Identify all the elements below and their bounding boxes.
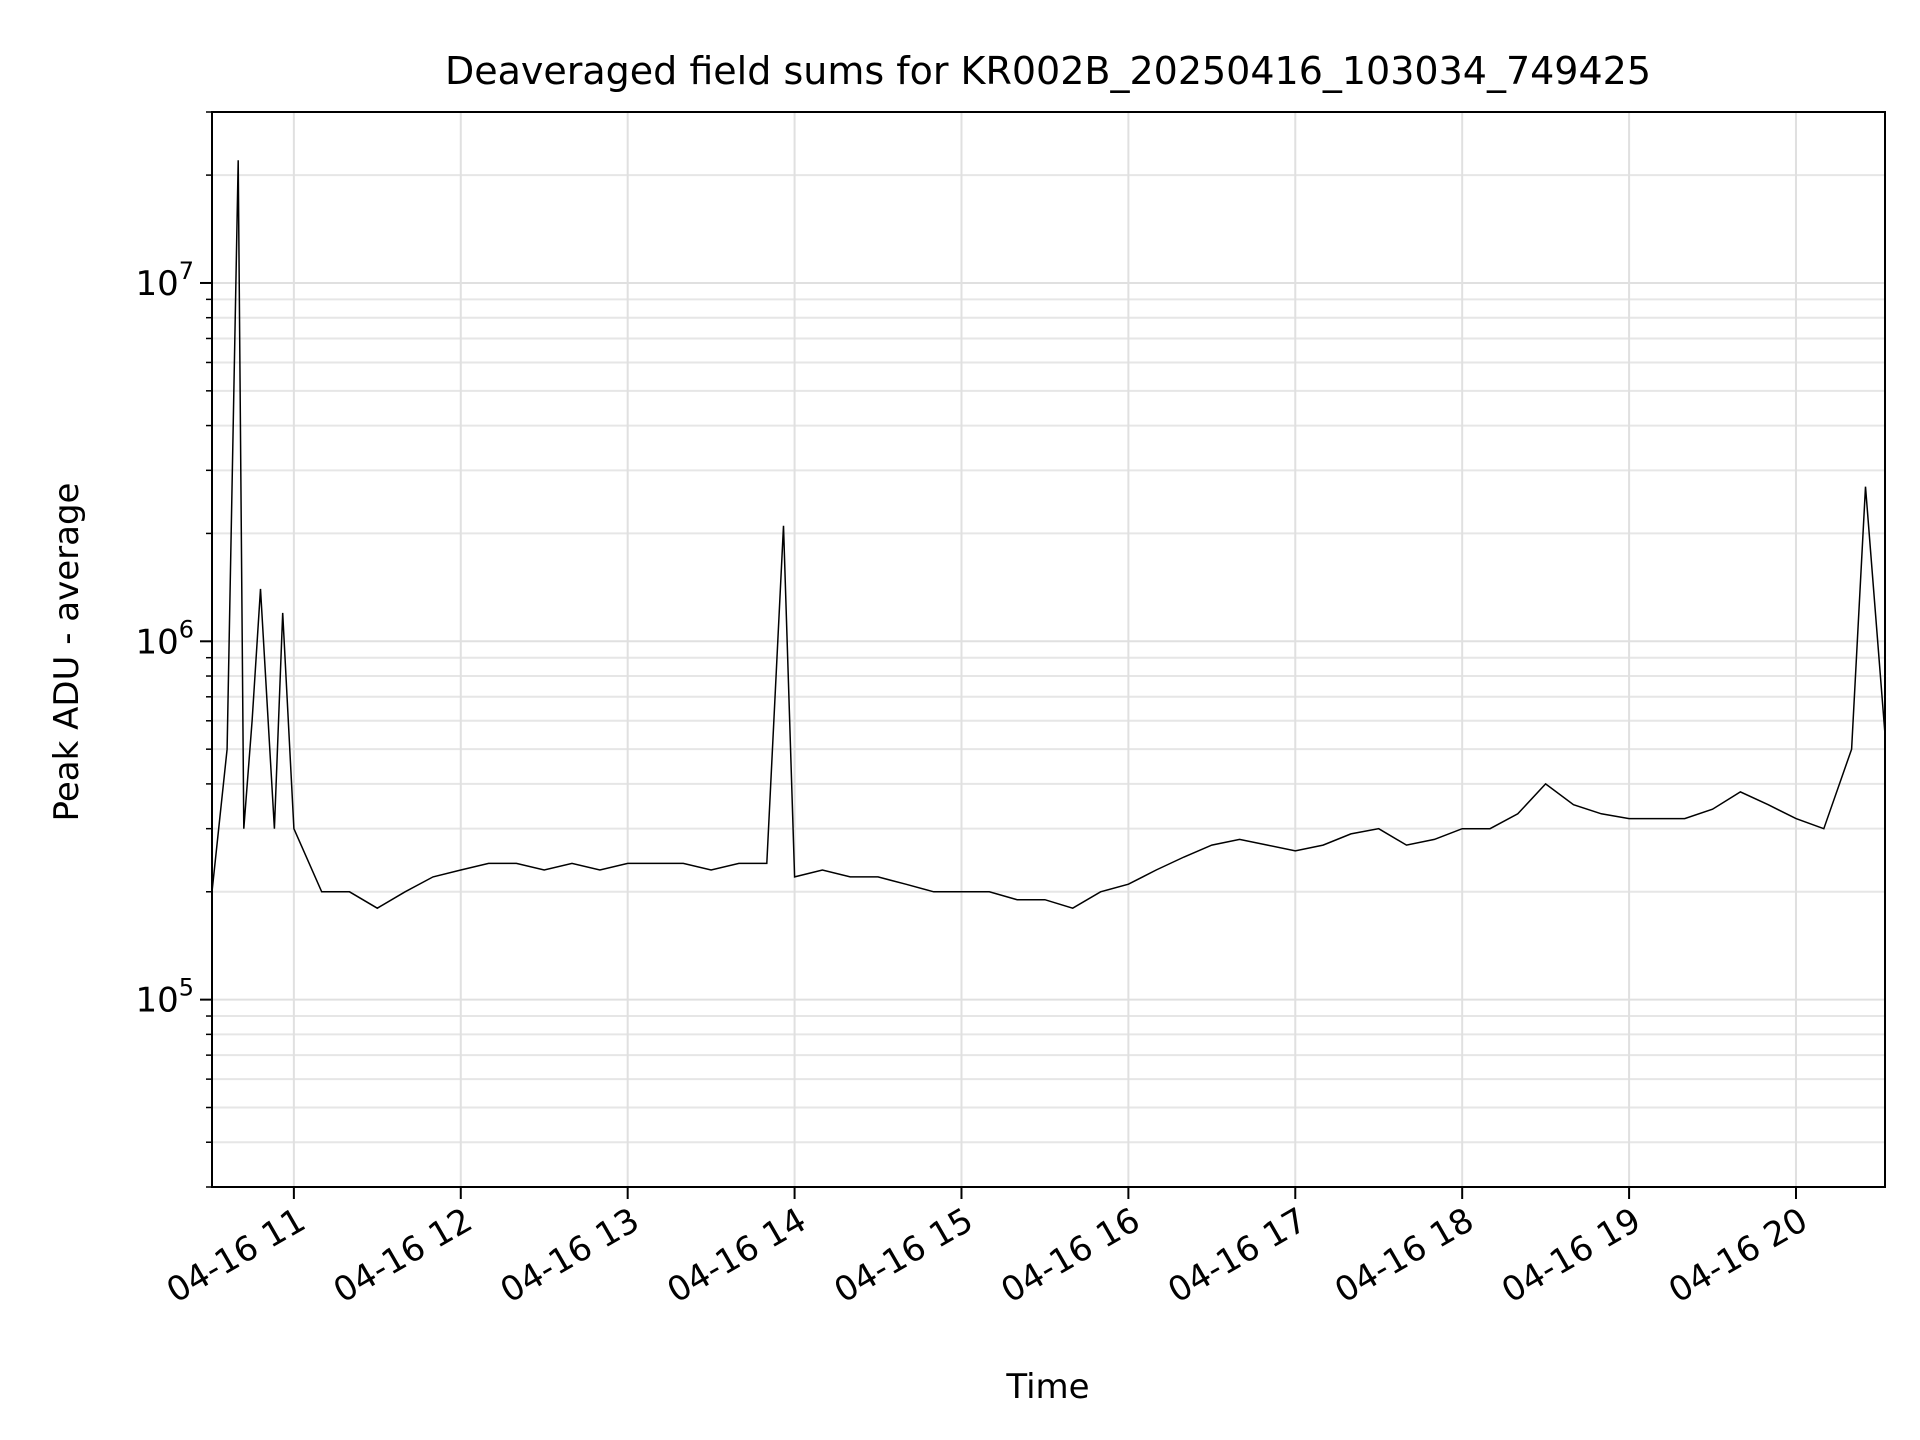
series-group	[212, 160, 1885, 910]
grid-lines	[212, 111, 1885, 1188]
y-tick-label: 107	[135, 257, 194, 304]
series-line	[212, 160, 1885, 910]
y-tick-label: 105	[135, 974, 194, 1021]
y-tick-label: 106	[135, 615, 194, 662]
y-axis-label: Peak ADU - average	[47, 483, 87, 822]
plot-frame	[211, 111, 1886, 1188]
y-axis: 105 106 107	[135, 111, 212, 1188]
x-axis-label: Time	[1005, 1367, 1089, 1407]
chart-title: Deaveraged field sums for KR002B_2025041…	[445, 49, 1651, 93]
